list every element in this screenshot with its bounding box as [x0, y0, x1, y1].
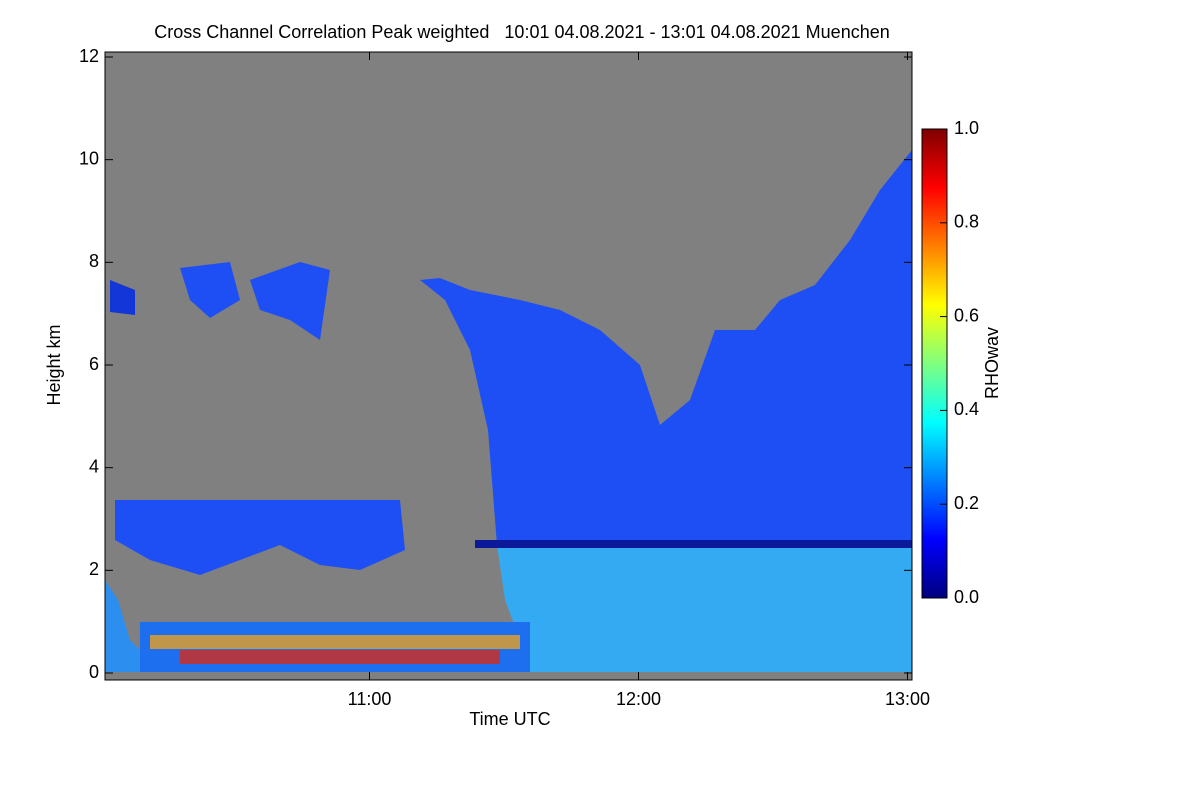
y-tick-label: 2: [89, 559, 99, 579]
boundary-layer: [497, 545, 912, 672]
colorbar-label: RHOwav: [982, 327, 1002, 399]
plot-frame: [104, 51, 913, 681]
y-tick-label: 0: [89, 662, 99, 682]
cloud-patch: [250, 262, 330, 340]
y-tick-label: 4: [89, 456, 99, 476]
surface-layer: [150, 635, 520, 649]
cloud-patch: [115, 500, 405, 575]
colorbar-tick-label: 0.4: [954, 399, 979, 419]
y-tick-label: 8: [89, 251, 99, 271]
colorbar-tick-label: 1.0: [954, 118, 979, 138]
y-tick-label: 10: [79, 148, 99, 168]
x-tick-label: 11:00: [348, 689, 392, 709]
y-axis-label: Height km: [44, 324, 64, 405]
cloud-region: [420, 150, 912, 545]
surface-layer: [105, 580, 150, 672]
cloud-patch: [110, 280, 135, 315]
x-tick-label: 13:00: [885, 689, 930, 709]
cloud-patch: [180, 262, 240, 318]
colorbar-tick-label: 0.6: [954, 305, 979, 325]
colorbar-tick-label: 0.8: [954, 212, 979, 232]
colorbar: [921, 128, 948, 599]
surface-layer: [180, 650, 500, 664]
y-tick-label: 12: [79, 46, 99, 66]
field: [105, 150, 912, 672]
x-axis-label: Time UTC: [469, 709, 550, 729]
chart-title: Cross Channel Correlation Peak weighted …: [154, 22, 890, 42]
colorbar-tick-label: 0.2: [954, 493, 979, 513]
dark-band: [475, 540, 912, 548]
colorbar-tick-label: 0.0: [954, 587, 979, 607]
x-tick-label: 12:00: [616, 689, 661, 709]
y-tick-label: 6: [89, 354, 99, 374]
